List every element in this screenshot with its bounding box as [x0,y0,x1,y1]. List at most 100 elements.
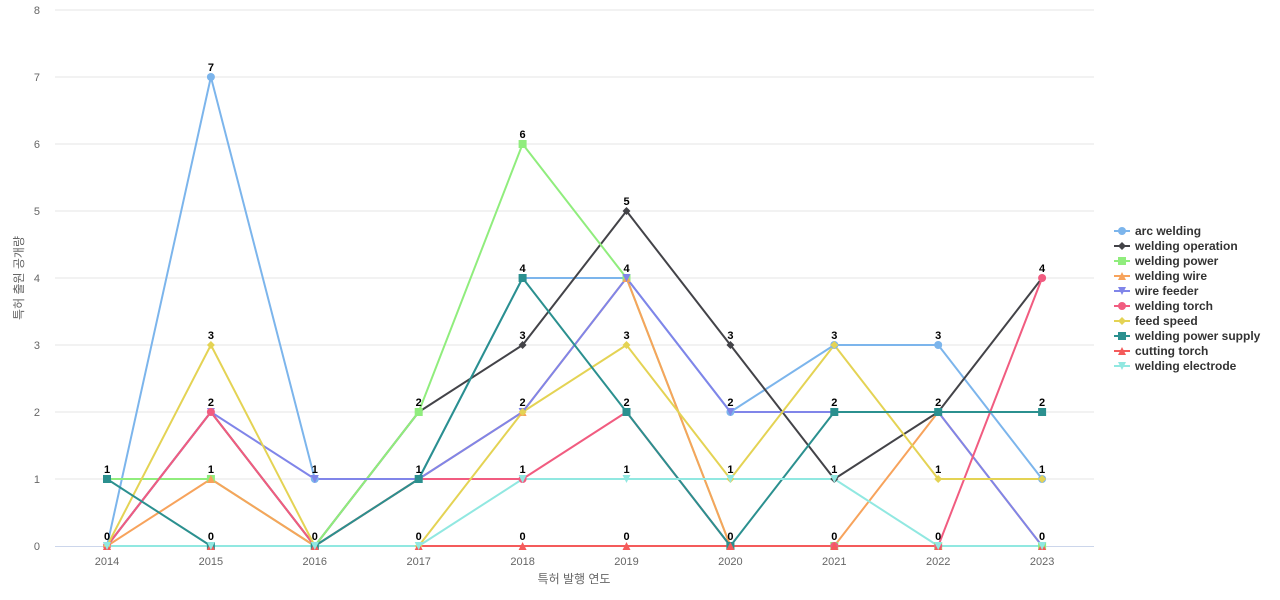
point-welding-electrode [414,542,423,550]
point-welding-electrode [103,542,111,550]
data-label: 7 [208,62,214,74]
legend-item[interactable]: cutting torch [1114,344,1208,358]
point-welding-electrode [622,475,631,483]
point-welding-electrode [1038,542,1047,550]
point-cutting-torch [830,542,839,550]
data-label: 2 [416,397,422,409]
legend-label: welding electrode [1134,359,1237,373]
legend-marker [1118,332,1126,340]
point-welding-electrode [206,542,215,550]
data-label: 1 [104,464,110,476]
series-line-welding-electrode [107,478,1043,547]
series-markers [103,73,1047,550]
data-label: 2 [831,397,837,409]
point-welding-torch [206,408,215,416]
point-cutting-torch [622,542,631,550]
x-tick-label: 2020 [718,556,742,568]
point-feed-speed [934,475,943,483]
point-welding-electrode [310,542,319,550]
data-label: 3 [935,330,941,342]
point-feed-speed [1038,475,1047,483]
x-tick-label: 2015 [199,556,223,568]
y-tick-label: 1 [34,474,40,486]
point-welding-power-supply [414,475,423,483]
point-feed-speed [518,408,527,416]
point-welding-power-supply [1038,408,1047,416]
data-label: 3 [727,330,733,342]
legend-label: welding torch [1134,299,1213,313]
legend-item[interactable]: welding torch [1114,299,1213,313]
series-lines [106,76,1044,547]
legend-item[interactable]: welding electrode [1114,359,1237,373]
legend-item[interactable]: welding wire [1114,269,1207,283]
legend-marker [1118,317,1126,325]
data-label: 2 [208,397,214,409]
data-label: 0 [1039,531,1045,543]
y-tick-label: 2 [34,407,40,419]
data-label: 4 [520,263,527,275]
data-label: 1 [312,464,318,476]
legend-marker [1118,257,1126,265]
data-label: 1 [520,464,526,476]
data-label: 4 [1039,263,1046,275]
point-wire-feeder [622,274,631,282]
y-tick-label: 4 [34,273,40,285]
x-tick-label: 2017 [406,556,430,568]
data-label: 1 [935,464,941,476]
legend-item[interactable]: arc welding [1114,224,1201,238]
data-label: 0 [623,531,629,543]
data-label: 6 [520,129,526,141]
y-tick-label: 3 [34,340,40,352]
point-welding-power [414,408,423,416]
legend-label: wire feeder [1134,284,1199,298]
point-cutting-torch [518,542,527,550]
legend-marker [1118,302,1126,310]
data-label: 1 [623,464,629,476]
legend-marker [1118,242,1126,250]
point-welding-operation [518,341,527,349]
legend-label: welding wire [1134,269,1207,283]
legend-item[interactable]: feed speed [1114,314,1198,328]
point-welding-electrode [518,475,527,483]
x-tick-label: 2023 [1030,556,1054,568]
data-label: 3 [208,330,214,342]
legend-marker [1118,227,1126,235]
point-welding-power-supply [518,274,527,282]
legend-label: arc welding [1135,224,1201,238]
point-welding-power [518,140,527,148]
point-arc-welding [934,341,943,349]
point-wire-feeder [726,408,735,416]
data-label: 1 [208,464,214,476]
x-tick-label: 2022 [926,556,950,568]
y-tick-label: 7 [34,72,40,84]
legend-item[interactable]: welding power supply [1114,329,1261,343]
data-label: 2 [1039,397,1045,409]
point-welding-electrode [934,542,943,550]
series-line-arc-welding [106,76,1043,547]
legend-item[interactable]: welding power [1114,254,1219,268]
legend-label: cutting torch [1135,344,1208,358]
legend-label: welding power supply [1134,329,1261,343]
x-tick-label: 2014 [95,556,119,568]
legend-marker [1118,362,1126,370]
data-label: 1 [1039,464,1045,476]
data-labels: 1 0 7 3 2 1 0 1 0 2 1 0 6 4 3 2 1 0 5 4 3 2 1 0 3 2 1 0 3 2 1 0 3 2 1 0 4 2 1 0 [104,62,1046,543]
legend-marker [1118,272,1126,280]
y-axis-title: 특허 출원 공개량 [12,236,26,320]
y-tick-label: 0 [34,541,40,553]
legend-marker [1118,287,1126,295]
x-tick-label: 2018 [510,556,534,568]
legend-item[interactable]: wire feeder [1114,284,1199,298]
legend-item[interactable]: welding operation [1114,239,1238,253]
data-label: 3 [831,330,837,342]
data-label: 4 [623,263,630,275]
y-tick-label: 8 [34,5,40,17]
data-label: 2 [935,397,941,409]
legend-label: welding operation [1134,239,1238,253]
data-label: 5 [623,196,629,208]
legend-label: feed speed [1135,314,1198,328]
x-tick-label: 2016 [303,556,327,568]
data-label: 0 [104,531,110,543]
point-welding-operation [726,341,735,349]
